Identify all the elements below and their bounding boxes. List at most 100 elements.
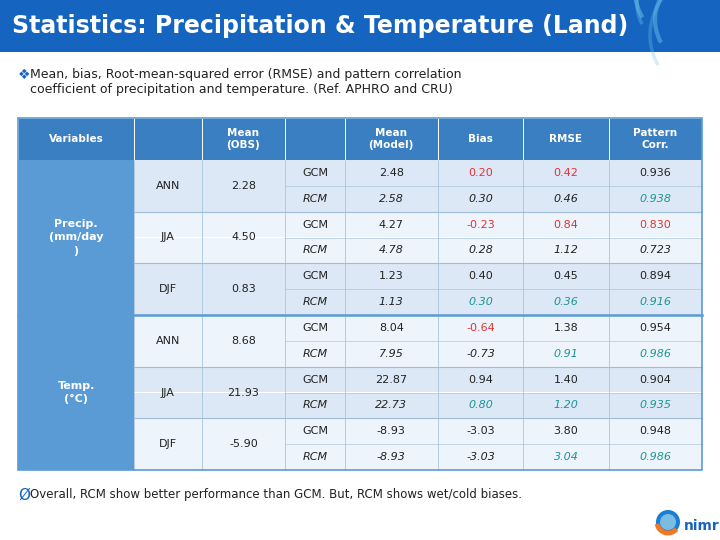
Text: 4.50: 4.50 [231,233,256,242]
Text: 1.13: 1.13 [379,297,404,307]
Text: Bias: Bias [468,134,493,144]
Text: 4.78: 4.78 [379,245,404,255]
Bar [18,238,702,264]
Text: 0.986: 0.986 [639,349,671,359]
Bar [18,160,134,315]
Text: 8.68: 8.68 [231,336,256,346]
Text: -0.64: -0.64 [467,323,495,333]
Text: 0.91: 0.91 [554,349,578,359]
Bar [18,341,702,367]
Text: 0.30: 0.30 [468,297,493,307]
Text: 2.28: 2.28 [231,181,256,191]
Text: 0.894: 0.894 [639,271,671,281]
Text: 0.40: 0.40 [468,271,493,281]
Bar [18,315,702,341]
Text: Temp.
(°C): Temp. (°C) [58,381,95,404]
Text: -0.73: -0.73 [466,349,495,359]
Text: GCM: GCM [302,426,328,436]
Text: GCM: GCM [302,220,328,229]
Text: RCM: RCM [302,349,328,359]
Text: GCM: GCM [302,168,328,178]
Text: 1.20: 1.20 [554,401,578,410]
Text: 0.723: 0.723 [639,245,671,255]
Text: -8.93: -8.93 [377,452,405,462]
Text: ❖: ❖ [18,68,30,82]
Text: 1.40: 1.40 [554,375,578,384]
Text: -0.23: -0.23 [467,220,495,229]
Bar [18,212,702,238]
Text: 7.95: 7.95 [379,349,404,359]
Text: Overall, RCM show better performance than GCM. But, RCM shows wet/cold biases.: Overall, RCM show better performance tha… [30,488,522,501]
Bar [18,186,702,212]
Text: 22.73: 22.73 [375,401,408,410]
Bar [18,160,702,186]
Text: 21.93: 21.93 [228,388,259,397]
Text: 1.38: 1.38 [554,323,578,333]
Text: 8.04: 8.04 [379,323,404,333]
Text: RCM: RCM [302,194,328,204]
Text: 0.42: 0.42 [554,168,578,178]
Text: 1.12: 1.12 [554,245,578,255]
Bar [18,289,702,315]
Text: 0.20: 0.20 [468,168,493,178]
Text: -5.90: -5.90 [229,439,258,449]
Text: 1.23: 1.23 [379,271,404,281]
Text: -3.03: -3.03 [467,426,495,436]
Text: DJF: DJF [159,284,177,294]
Text: 2.58: 2.58 [379,194,404,204]
Text: 0.935: 0.935 [639,401,671,410]
Text: JJA: JJA [161,388,175,397]
Text: Variables: Variables [49,134,104,144]
Text: 0.28: 0.28 [468,245,493,255]
Bar [0,0,720,52]
Text: 0.948: 0.948 [639,426,671,436]
Text: ANN: ANN [156,181,180,191]
Text: Mean
(Model): Mean (Model) [369,128,414,150]
Text: RCM: RCM [302,297,328,307]
Text: RCM: RCM [302,401,328,410]
Text: Pattern
Corr.: Pattern Corr. [633,128,678,150]
Text: 4.27: 4.27 [379,220,404,229]
Text: 22.87: 22.87 [375,375,408,384]
Text: 0.80: 0.80 [468,401,493,410]
Text: Statistics: Precipitation & Temperature (Land): Statistics: Precipitation & Temperature … [12,14,629,38]
Text: RMSE: RMSE [549,134,582,144]
Text: 0.904: 0.904 [639,375,671,384]
Text: RCM: RCM [302,245,328,255]
Text: 3.80: 3.80 [554,426,578,436]
Text: RCM: RCM [302,452,328,462]
Text: 0.916: 0.916 [639,297,671,307]
Text: 0.986: 0.986 [639,452,671,462]
Text: GCM: GCM [302,323,328,333]
Circle shape [656,510,680,534]
Text: 0.830: 0.830 [639,220,671,229]
Bar [18,118,702,160]
Text: GCM: GCM [302,271,328,281]
Text: 0.46: 0.46 [554,194,578,204]
Bar [18,444,702,470]
Text: Mean, bias, Root-mean-squared error (RMSE) and pattern correlation: Mean, bias, Root-mean-squared error (RMS… [30,68,462,81]
Text: -8.93: -8.93 [377,426,405,436]
Text: 0.83: 0.83 [231,284,256,294]
Text: ANN: ANN [156,336,180,346]
Bar [18,418,702,444]
Text: GCM: GCM [302,375,328,384]
Text: Ø: Ø [18,488,30,503]
Text: 2.48: 2.48 [379,168,404,178]
Text: Precip.
(mm/day
): Precip. (mm/day ) [49,219,104,256]
Text: nimr: nimr [684,519,720,533]
Bar [18,393,702,418]
Text: Mean
(OBS): Mean (OBS) [227,128,261,150]
Bar [18,367,702,393]
Text: 0.954: 0.954 [639,323,671,333]
Text: 0.30: 0.30 [468,194,493,204]
Text: 3.04: 3.04 [554,452,578,462]
Text: 0.45: 0.45 [554,271,578,281]
Bar [18,118,702,470]
Circle shape [660,514,676,530]
Text: DJF: DJF [159,439,177,449]
Text: 0.36: 0.36 [554,297,578,307]
Text: 0.938: 0.938 [639,194,671,204]
Text: 0.94: 0.94 [468,375,493,384]
Bar [0,0,720,52]
